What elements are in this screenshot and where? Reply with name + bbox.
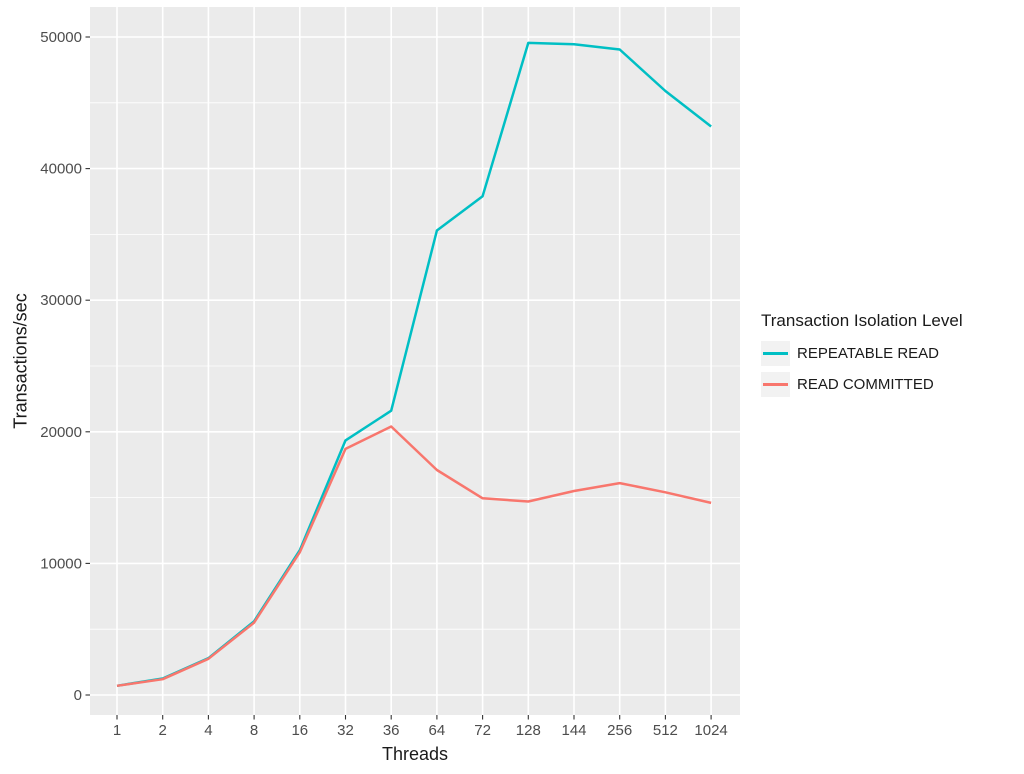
legend-title: Transaction Isolation Level — [761, 311, 963, 330]
x-tick-label: 144 — [561, 722, 586, 739]
y-tick-label: 20000 — [40, 424, 82, 441]
x-tick-label: 256 — [607, 722, 632, 739]
gridlines-major — [90, 7, 740, 715]
y-tick-label: 0 — [74, 687, 82, 704]
x-tick-label: 8 — [250, 722, 258, 739]
y-tick-label: 10000 — [40, 555, 82, 572]
x-tick-label: 1024 — [694, 722, 727, 739]
axis-ticks — [85, 36, 712, 720]
y-tick-labels: 0 10000 20000 30000 40000 50000 — [40, 29, 82, 704]
y-tick-label: 30000 — [40, 292, 82, 309]
plot-panel — [90, 7, 740, 715]
x-tick-label: 128 — [516, 722, 541, 739]
legend-line-sample-icon — [763, 383, 788, 386]
x-tick-label: 512 — [653, 722, 678, 739]
x-tick-label: 36 — [383, 722, 400, 739]
x-tick-label: 2 — [159, 722, 167, 739]
legend-item-read-committed: READ COMMITTED — [761, 372, 1021, 397]
x-tick-label: 72 — [474, 722, 491, 739]
y-tick-label: 50000 — [40, 29, 82, 46]
x-tick-labels: 1 2 4 8 16 32 36 64 72 128 144 256 512 1024 — [113, 722, 728, 739]
x-tick-label: 1 — [113, 722, 121, 739]
legend-item-repeatable-read: REPEATABLE READ — [761, 341, 1021, 366]
x-tick-label: 16 — [291, 722, 308, 739]
legend-key-swatch — [761, 372, 790, 397]
legend-item-label: READ COMMITTED — [797, 376, 934, 393]
x-tick-label: 4 — [204, 722, 212, 739]
legend-item-label: REPEATABLE READ — [797, 345, 939, 362]
x-tick-label: 64 — [429, 722, 446, 739]
x-axis-title: Threads — [381, 744, 449, 764]
legend-key-swatch — [761, 341, 790, 366]
y-axis-title: Transactions/sec — [10, 293, 31, 429]
legend: Transaction Isolation Level REPEATABLE R… — [761, 311, 1021, 403]
x-tick-label: 32 — [337, 722, 354, 739]
series-line-read-committed — [116, 425, 712, 688]
y-tick-label: 40000 — [40, 161, 82, 178]
gridlines-minor — [90, 102, 740, 630]
legend-line-sample-icon — [763, 352, 788, 355]
